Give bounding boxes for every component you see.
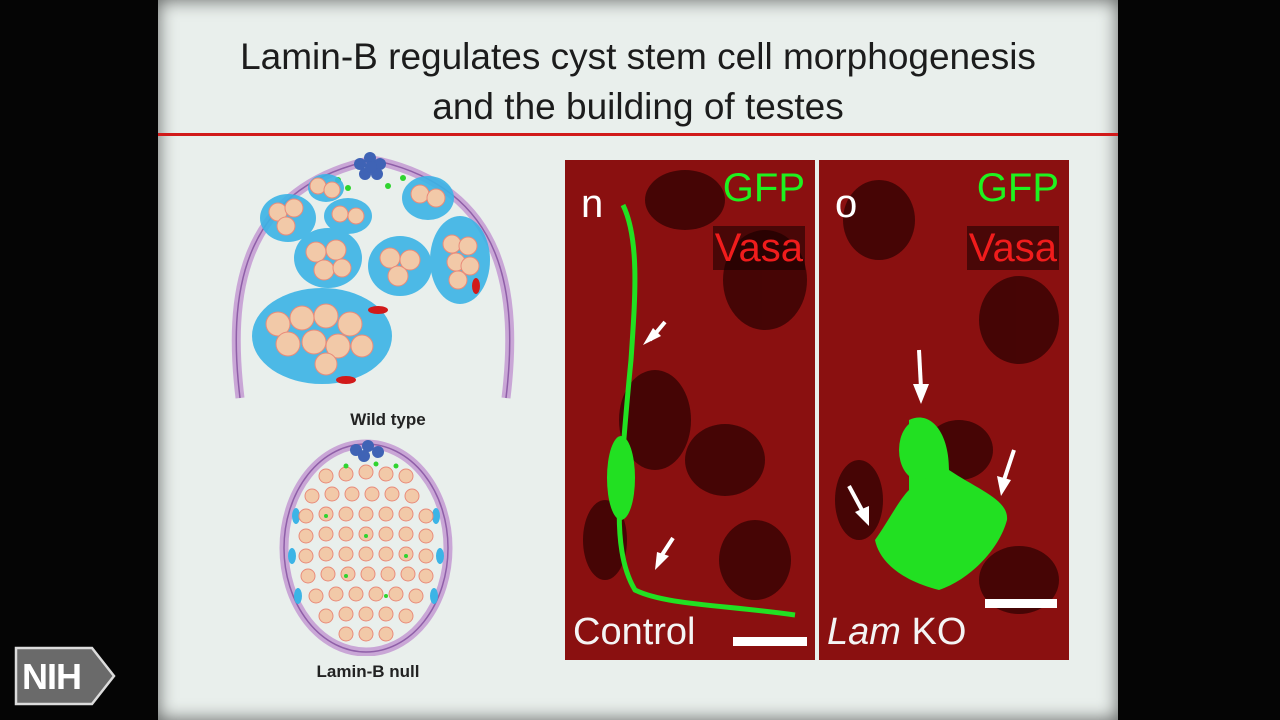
gfp-channel-label: GFP bbox=[722, 166, 805, 210]
slide: Lamin-B regulates cyst stem cell morphog… bbox=[158, 0, 1118, 720]
scale-bar bbox=[985, 599, 1057, 608]
wild-type-testis-diagram bbox=[231, 152, 515, 399]
panel-letter: o bbox=[835, 182, 858, 226]
micrograph-image-lam-ko bbox=[819, 160, 1069, 660]
panel-letter: n bbox=[581, 182, 604, 226]
micrograph-panel-control: n GFP Vasa Control bbox=[565, 160, 815, 660]
micrograph-panel-lam-ko: o GFP Vasa Lam KO bbox=[819, 160, 1069, 660]
panel-condition-label: Control bbox=[573, 610, 696, 654]
nih-logo-shape bbox=[14, 646, 116, 706]
nih-logo-text: NIH bbox=[22, 656, 82, 697]
gfp-channel-label: GFP bbox=[976, 166, 1059, 210]
title-line-2: and the building of testes bbox=[432, 86, 844, 127]
condition-text: KO bbox=[911, 611, 967, 653]
lamin-b-null-label: Lamin-B null bbox=[316, 662, 420, 681]
slide-title: Lamin-B regulates cyst stem cell morphog… bbox=[158, 32, 1118, 132]
panel-condition-label: Lam KO bbox=[827, 610, 966, 654]
condition-text: Control bbox=[573, 611, 696, 653]
lamin-b-null-testis-diagram bbox=[279, 439, 453, 656]
vasa-channel-label: Vasa bbox=[966, 226, 1059, 270]
gene-name-text: Lam bbox=[827, 611, 901, 653]
title-line-1: Lamin-B regulates cyst stem cell morphog… bbox=[240, 36, 1036, 77]
nih-logo: NIH bbox=[14, 646, 116, 706]
scale-bar bbox=[733, 637, 807, 646]
title-divider bbox=[158, 133, 1118, 136]
wild-type-label: Wild type bbox=[350, 410, 426, 429]
vasa-channel-label: Vasa bbox=[712, 226, 805, 270]
